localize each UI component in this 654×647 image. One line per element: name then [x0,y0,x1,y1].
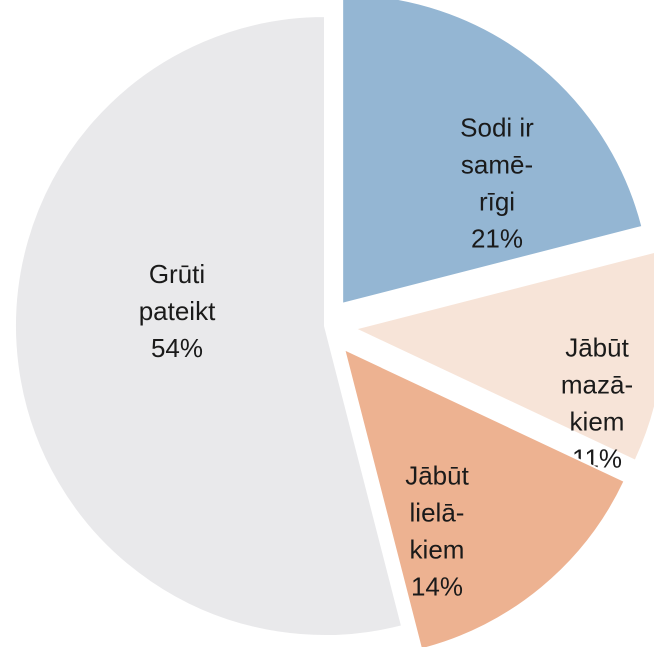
slice-label: Sodi ir [460,112,534,142]
slice-label: rīgi [479,186,515,216]
slice-label: samē- [461,149,533,179]
slice-label: Jābūt [565,332,629,362]
slice-label: pateikt [139,296,216,326]
slice-label: Grūti [149,259,205,289]
slice-label: kiem [410,534,465,564]
pie-slice [342,347,626,647]
slice-value-label: 54% [151,333,203,363]
pie-slice [341,0,644,306]
slice-label: kiem [570,406,625,436]
slice-value-label: 14% [411,571,463,601]
slice-value-label: 21% [471,223,523,253]
slice-label: mazā- [561,369,633,399]
slice-label: Jābūt [405,460,469,490]
slice-label: lielā- [410,497,465,527]
pie-slice [14,14,404,637]
pie-slice [351,250,654,463]
